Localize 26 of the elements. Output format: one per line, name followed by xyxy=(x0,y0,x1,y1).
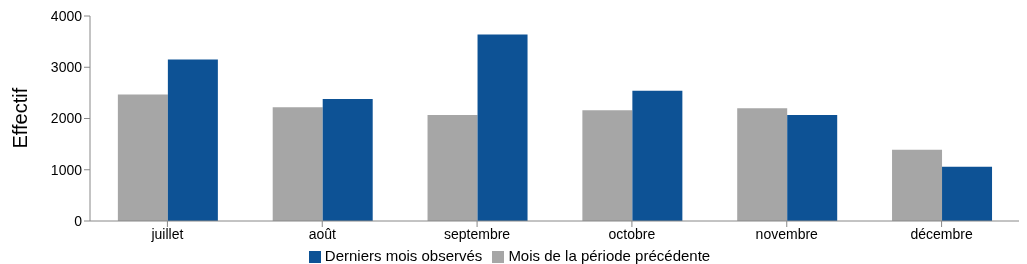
y-tick-label: 4000 xyxy=(50,7,83,24)
bar xyxy=(942,166,993,221)
bar xyxy=(167,59,218,221)
x-tick-label: octobre xyxy=(608,225,656,242)
bar xyxy=(582,110,633,221)
x-tick-label: septembre xyxy=(444,225,511,242)
x-tick-label: juillet xyxy=(150,225,184,242)
y-tick-label: 0 xyxy=(74,212,83,229)
x-tick-label: août xyxy=(308,225,336,242)
x-tick-label: décembre xyxy=(910,225,973,242)
y-tick-label: 3000 xyxy=(50,59,83,76)
legend-label: Mois de la période précédente xyxy=(508,247,711,264)
bar xyxy=(632,90,683,221)
bar xyxy=(477,34,528,221)
legend-label: Derniers mois observés xyxy=(324,247,483,264)
bar xyxy=(117,94,168,221)
bar xyxy=(322,99,373,221)
bar xyxy=(427,114,478,221)
y-tick-label: 1000 xyxy=(50,161,83,178)
x-tick-label: novembre xyxy=(755,225,819,242)
bar xyxy=(737,108,788,221)
bar xyxy=(272,107,323,221)
y-tick-label: 2000 xyxy=(50,110,83,127)
bar xyxy=(892,149,943,221)
y-axis-title: Effectif xyxy=(9,87,32,149)
bar xyxy=(787,114,838,221)
